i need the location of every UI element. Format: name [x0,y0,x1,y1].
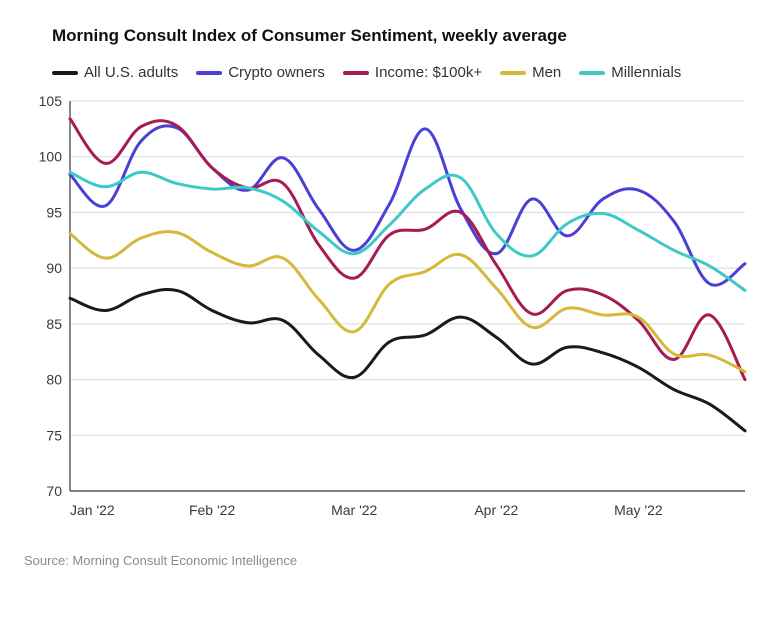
legend-label: Income: $100k+ [375,64,482,81]
y-tick-label: 85 [46,316,62,332]
chart-title: Morning Consult Index of Consumer Sentim… [52,26,759,46]
legend-label: All U.S. adults [84,64,178,81]
source-attribution: Source: Morning Consult Economic Intelli… [24,553,759,568]
y-tick-label: 70 [46,483,62,499]
legend-label: Millennials [611,64,681,81]
legend-swatch [343,71,369,75]
chart-svg: 70 75 80 85 90 95 100 105 Jan '22 Feb '22 Mar '22 A… [24,91,759,531]
legend-swatch [196,71,222,75]
x-tick-label: Feb '22 [189,502,235,518]
legend-item-millennials: Millennials [579,64,681,81]
x-tick-label: Jan '22 [70,502,115,518]
y-tick-label: 95 [46,204,62,220]
legend-swatch [52,71,78,75]
series-line-men [70,232,745,372]
legend-label: Men [532,64,561,81]
legend-label: Crypto owners [228,64,325,81]
y-tick-label: 80 [46,372,62,388]
y-tick-label: 105 [39,93,63,109]
legend-item-crypto_owners: Crypto owners [196,64,325,81]
plot-area: 70 75 80 85 90 95 100 105 Jan '22 Feb '22 Mar '22 A… [24,91,759,531]
y-tick-label: 100 [39,149,63,165]
x-tick-label: May '22 [614,502,663,518]
y-tick-label: 90 [46,260,62,276]
legend-item-men: Men [500,64,561,81]
x-tick-label: Mar '22 [331,502,377,518]
legend: All U.S. adults Crypto owners Income: $100… [52,64,759,81]
legend-swatch [500,71,526,75]
legend-item-income_100k: Income: $100k+ [343,64,482,81]
legend-swatch [579,71,605,75]
legend-item-all_us_adults: All U.S. adults [52,64,178,81]
y-tick-label: 75 [46,427,62,443]
x-tick-label: Apr '22 [474,502,518,518]
series-line-all_us_adults [70,289,745,430]
chart-container: Morning Consult Index of Consumer Sentim… [0,0,783,623]
